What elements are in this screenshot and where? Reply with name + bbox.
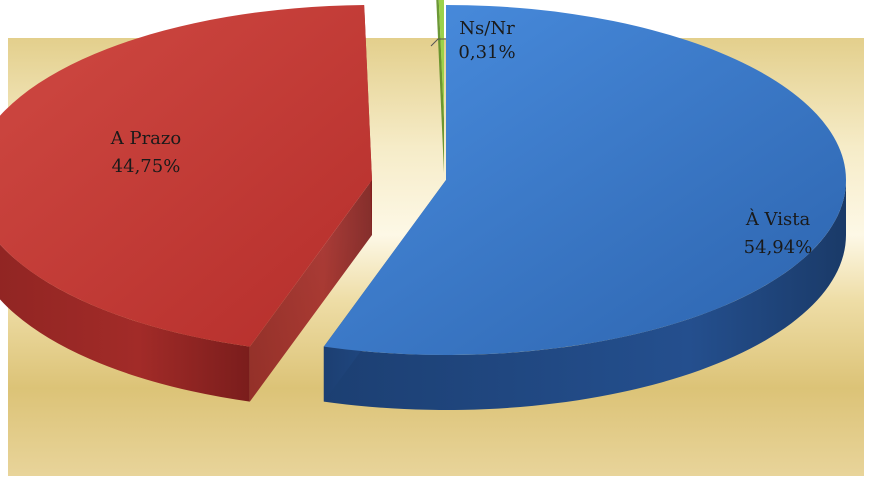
slice-a-vista xyxy=(323,5,847,410)
slice-a-prazo xyxy=(0,5,372,402)
slice-ns-nr xyxy=(436,0,444,173)
label-ns-nr-value: 0,31% xyxy=(458,42,515,63)
label-a-vista-name: À Vista xyxy=(745,207,811,230)
label-ns-nr-name: Ns/Nr xyxy=(459,18,515,39)
pie-slices xyxy=(0,0,847,410)
label-a-prazo-name: A Prazo xyxy=(110,128,182,149)
leader-line-ns-nr xyxy=(430,38,446,47)
label-a-vista-value: 54,94% xyxy=(744,237,813,258)
label-a-prazo-value: 44,75% xyxy=(112,156,181,177)
